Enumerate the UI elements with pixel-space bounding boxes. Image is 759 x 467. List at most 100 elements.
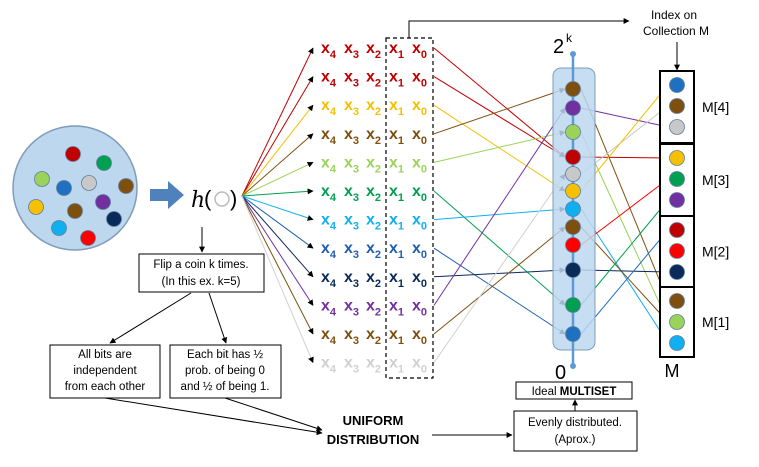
hash-output-arrow [241, 195, 314, 364]
bit-label: x2 [366, 183, 381, 204]
bit-label: x2 [366, 212, 381, 233]
hash-output-arrow [241, 161, 314, 197]
prob-to-uniform-arrow [224, 397, 323, 432]
multiset-dot [565, 219, 581, 235]
mapping-line [433, 247, 566, 335]
probability-line1: Each bit has ½ [187, 349, 263, 361]
input-ball [96, 155, 112, 171]
input-ball [67, 203, 83, 219]
bit-label: x1 [389, 126, 404, 147]
bucket: M[2] [659, 215, 729, 288]
multiset-dot [565, 81, 581, 97]
multiset-dot [565, 166, 581, 182]
probability-line2: prob. of being 0 [185, 365, 265, 377]
bit-row: x4 x3 x2 x1 x0 [321, 269, 427, 290]
hash-output-arrow [241, 195, 314, 249]
bit-row: x4 x3 x2 x1 x0 [321, 126, 427, 147]
bucket: M[1] [659, 286, 729, 358]
hash-input-circle [214, 191, 230, 207]
input-ball [118, 178, 134, 194]
hash-output-arrow [241, 195, 314, 221]
bucket-dot [669, 192, 685, 208]
bit-label: x1 [389, 154, 404, 175]
bit-label: x1 [389, 97, 404, 118]
evenly-line2: (Aprox.) [555, 434, 596, 446]
bit-label: x1 [389, 326, 404, 347]
hash-arrow [150, 181, 184, 209]
bit-row: x4 x3 x2 x1 x0 [321, 97, 427, 118]
bit-label: x3 [344, 269, 359, 290]
mapping-lines [433, 47, 669, 363]
input-ball [95, 194, 111, 210]
bit-label: x1 [389, 269, 404, 290]
bit-label: x2 [366, 97, 381, 118]
bit-label: x4 [321, 154, 337, 175]
index-label-line2: Collection M [643, 24, 709, 38]
bit-label: x0 [412, 269, 427, 290]
bit-label: x4 [321, 240, 337, 261]
bucket-dot [669, 293, 685, 309]
bit-label: x0 [412, 297, 427, 318]
bucket-dot [669, 314, 685, 330]
bucket-dot [669, 335, 685, 351]
input-ball [51, 220, 67, 236]
axis-top-exponent: k [566, 31, 573, 45]
bit-label: x3 [344, 183, 359, 204]
bit-label: x4 [321, 183, 337, 204]
bit-row: x4 x3 x2 x1 x0 [321, 154, 427, 175]
bit-label: x0 [412, 40, 427, 61]
multiset-dots [565, 81, 581, 342]
bit-label: x4 [321, 126, 337, 147]
multiset-dot [565, 262, 581, 278]
mapping-line [433, 173, 566, 363]
uniform-line1: UNIFORM [343, 413, 404, 428]
bit-label: x3 [344, 326, 359, 347]
bit-label: x2 [366, 69, 381, 90]
hash-output-arrow [241, 195, 314, 278]
multiset-dot [565, 201, 581, 217]
bit-label: x3 [344, 297, 359, 318]
bit-label: x4 [321, 212, 337, 233]
bit-label: x1 [389, 212, 404, 233]
bit-label: x3 [344, 40, 359, 61]
bit-label: x1 [389, 69, 404, 90]
mapping-line [433, 87, 566, 135]
bit-rows: x4 x3 x2 x1 x0 x4 x3 x2 x1 x0 x4 x3 x2 x1 x0 x4 x3 x2 x1 x0… [321, 40, 427, 376]
bit-label: x0 [412, 154, 427, 175]
evenly-box [513, 410, 638, 452]
hash-paren-open: ( [204, 186, 212, 211]
index-arrow [408, 18, 630, 38]
ideal-prefix: Ideal [532, 386, 557, 398]
bit-label: x2 [366, 326, 381, 347]
bit-label: x1 [389, 40, 404, 61]
bit-label: x0 [412, 183, 427, 204]
bit-label: x1 [389, 355, 404, 376]
bit-label: x3 [344, 355, 359, 376]
flip-coin-line1: Flip a coin k times. [153, 259, 248, 271]
input-ball [28, 199, 44, 215]
hash-paren-close: ) [230, 186, 237, 211]
indep-to-uniform-arrow [104, 397, 323, 436]
flip-to-prob-arrow [208, 292, 228, 344]
multiset-dot [565, 183, 581, 199]
mapping-line [433, 226, 566, 335]
mapping-line [433, 190, 566, 306]
bucket-dot [669, 77, 685, 93]
bit-label: x4 [321, 297, 337, 318]
bit-label: x0 [412, 126, 427, 147]
flip-coin-line2: (In this ex. k=5) [162, 276, 241, 288]
bit-row: x4 x3 x2 x1 x0 [321, 40, 427, 61]
bit-label: x3 [344, 69, 359, 90]
collection-m-label: M [665, 361, 680, 381]
mapping-line [433, 104, 566, 192]
bucket-label: M[4] [702, 99, 729, 115]
hash-output-arrow [241, 195, 314, 335]
bucket: M[4] [659, 70, 729, 144]
bucket-dot [669, 243, 685, 259]
bit-label: x4 [321, 97, 337, 118]
input-ball [56, 180, 72, 196]
bucket-label: M[2] [702, 244, 729, 260]
hash-output-arrow [241, 188, 314, 197]
multiset-dot [565, 100, 581, 116]
